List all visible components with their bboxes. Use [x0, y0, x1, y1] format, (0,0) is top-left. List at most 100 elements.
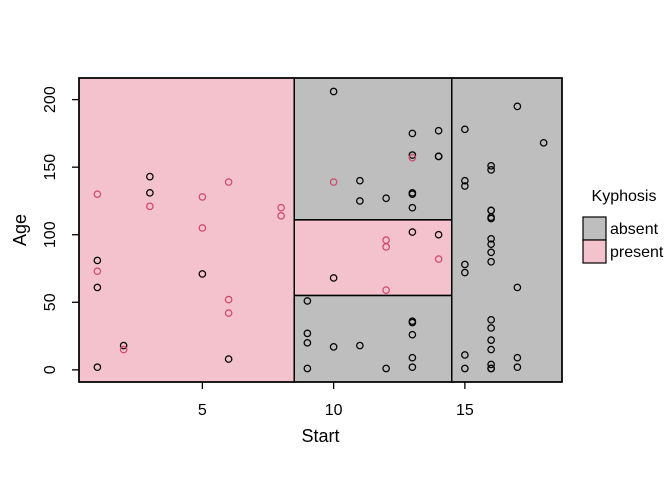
data-point-absent — [434, 126, 443, 135]
data-point-present — [224, 295, 233, 304]
data-point-absent — [434, 152, 443, 161]
data-point-absent — [119, 341, 128, 350]
data-point-absent — [487, 234, 495, 243]
data-point-absent — [487, 364, 495, 373]
data-point-absent — [434, 230, 443, 239]
data-point-absent — [461, 176, 469, 185]
data-point-absent — [513, 363, 522, 371]
data-point-absent — [408, 330, 417, 339]
data-point-absent — [303, 297, 312, 305]
data-point-present — [277, 211, 285, 220]
data-point-absent — [513, 283, 522, 292]
data-point-absent — [382, 194, 390, 203]
data-point-absent — [513, 102, 522, 111]
x-axis-title: Start — [301, 426, 339, 446]
x-tick-label: 5 — [198, 402, 207, 419]
data-point-absent — [329, 274, 338, 282]
data-point-absent — [461, 125, 469, 134]
data-point-absent — [539, 139, 548, 147]
data-point-present — [198, 224, 207, 232]
partition-regions — [78, 77, 563, 383]
y-axis-title: Age — [10, 214, 30, 246]
data-point-absent — [408, 317, 417, 326]
data-point-absent — [146, 172, 154, 181]
data-point-present — [198, 193, 207, 201]
data-point-absent — [303, 364, 312, 373]
data-point-absent — [303, 338, 312, 347]
data-point-absent — [93, 256, 102, 265]
data-point-absent — [461, 351, 469, 359]
data-point-absent — [487, 360, 495, 369]
x-tick-label: 15 — [456, 402, 474, 419]
region-present — [78, 77, 295, 383]
data-point-present — [146, 202, 154, 211]
data-point-absent — [408, 228, 417, 236]
legend: Kyphosis absent present — [582, 188, 664, 264]
data-point-absent — [487, 257, 495, 266]
data-point-present — [434, 255, 443, 263]
data-point-absent — [408, 129, 417, 138]
data-point-present — [382, 243, 390, 251]
data-point-absent — [487, 336, 495, 344]
x-tick-label: 10 — [325, 402, 343, 419]
y-tick-label: 50 — [42, 293, 59, 311]
data-point-absent — [487, 214, 495, 223]
data-point-absent — [487, 161, 495, 170]
plot-border — [78, 77, 563, 383]
region-absent — [293, 294, 453, 383]
data-point-absent — [408, 363, 417, 371]
y-tick-label: 200 — [42, 86, 59, 113]
data-point-absent — [408, 151, 417, 159]
data-point-present — [329, 178, 338, 186]
data-point-absent — [461, 260, 469, 269]
data-point-present — [224, 309, 233, 317]
data-point-absent — [329, 343, 338, 351]
data-point-absent — [224, 355, 233, 363]
region-absent — [293, 77, 453, 221]
legend-label-absent: absent — [610, 221, 659, 238]
data-point-absent — [303, 329, 312, 338]
data-point-present — [408, 153, 417, 162]
data-point-absent — [408, 189, 417, 197]
region-present — [293, 219, 453, 297]
data-point-present — [93, 190, 102, 199]
y-tick-label: 150 — [42, 154, 59, 181]
data-point-absent — [513, 353, 522, 362]
data-point-absent — [356, 197, 364, 205]
data-point-absent — [487, 166, 495, 174]
scatter-points — [93, 87, 548, 373]
data-point-absent — [198, 270, 207, 278]
data-point-absent — [487, 248, 495, 257]
legend-title: Kyphosis — [592, 188, 657, 205]
data-point-absent — [356, 341, 364, 350]
data-point-present — [93, 267, 102, 276]
data-point-absent — [93, 283, 102, 292]
data-point-absent — [382, 364, 390, 373]
data-point-present — [224, 178, 233, 186]
data-point-absent — [461, 364, 469, 373]
y-tick-label: 100 — [42, 221, 59, 248]
data-point-absent — [487, 324, 495, 332]
data-point-present — [277, 203, 285, 212]
data-point-absent — [487, 316, 495, 324]
data-point-absent — [461, 268, 469, 277]
data-point-absent — [356, 176, 364, 185]
data-point-present — [382, 286, 390, 294]
legend-swatch-absent — [582, 216, 607, 241]
data-point-absent — [487, 240, 495, 249]
data-point-absent — [146, 189, 154, 197]
legend-label-present: present — [610, 244, 664, 261]
data-point-absent — [408, 203, 417, 212]
data-point-absent — [93, 363, 102, 371]
data-point-absent — [461, 182, 469, 190]
data-point-absent — [487, 206, 495, 215]
region-absent — [451, 77, 563, 383]
y-tick-label: 0 — [42, 365, 59, 374]
data-point-absent — [408, 353, 417, 362]
data-point-present — [119, 345, 128, 354]
data-point-absent — [487, 345, 495, 354]
legend-swatch-present — [582, 239, 607, 264]
